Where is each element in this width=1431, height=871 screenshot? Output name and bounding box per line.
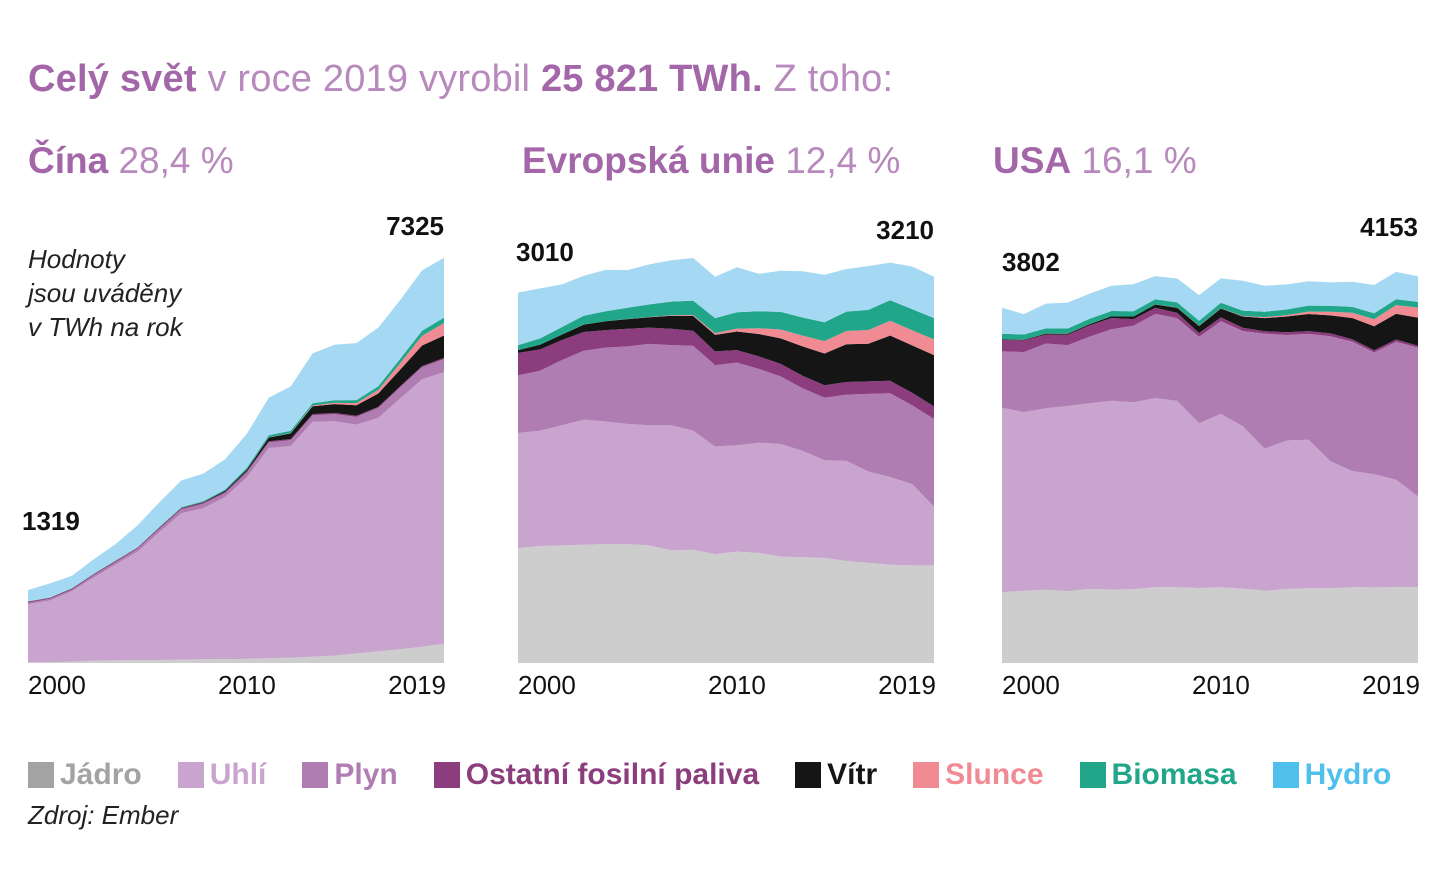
value-label-end-usa: 4153 [1360,212,1418,242]
legend-item-biomass: Biomasa [1079,758,1237,792]
headline-text: v roce 2019 vyrobil [196,58,541,100]
area-usa-uhli [1002,398,1418,593]
source-note: Zdroj: Ember [28,800,179,830]
panel-title-usa: USA 16,1 % [993,140,1197,182]
area-usa-jadro [1002,587,1418,663]
chart-china: 2000 2010 2019 1319 7325 [22,211,446,700]
x-tick-usa-2000: 2000 [1002,670,1060,700]
panel-title-usa-name: USA [993,140,1072,181]
legend-item-other-fossil: Ostatní fosilní paliva [433,758,760,792]
legend-label-biomass: Biomasa [1111,758,1237,791]
panel-title-china-share: 28,4 % [118,140,234,181]
units-note-line-2: jsou uváděny [28,278,182,308]
value-label-end-china: 7325 [386,211,444,241]
value-label-start-usa: 3802 [1002,247,1060,277]
area-eu-vitr [518,315,934,407]
area-usa-plyn [1002,313,1418,497]
x-tick-china-2019: 2019 [388,670,446,700]
value-label-start-china: 1319 [22,506,80,536]
legend-label-nuclear: Jádro [60,758,142,791]
x-tick-eu-2010: 2010 [708,670,766,700]
legend-item-wind: Vítr [795,758,877,792]
units-note-line-3: v TWh na rok [28,312,183,342]
x-tick-eu-2000: 2000 [518,670,576,700]
legend-item-hydro: Hydro [1272,758,1392,792]
area-china-uhli [28,372,444,663]
legend-swatch-other-fossil [433,762,460,788]
legend: Jádro Uhlí Plyn Ostatní fosilní paliva V… [28,756,1391,794]
area-usa-biomasa [1002,299,1418,340]
panel-title-china-name: Čína [28,140,109,181]
units-note: Hodnoty jsou uváděny v TWh na rok [28,242,248,344]
area-china-plyn [28,359,444,605]
area-usa-hydro [1002,271,1418,335]
area-china-jadro [28,643,444,663]
panel-title-eu: Evropská unie 12,4 % [522,140,900,182]
area-eu-hydro [518,258,934,346]
legend-label-wind: Vítr [827,758,878,791]
x-tick-china-2010: 2010 [218,670,276,700]
legend-swatch-coal [177,762,204,788]
panel-title-china: Čína 28,4 % [28,140,234,182]
area-usa-slunce [1002,304,1418,340]
area-eu-biomasa [518,300,934,351]
legend-item-coal: Uhlí [177,758,267,792]
legend-label-hydro: Hydro [1304,758,1392,791]
legend-item-nuclear: Jádro [28,758,142,792]
x-tick-usa-2010: 2010 [1192,670,1250,700]
legend-label-other-fossil: Ostatní fosilní paliva [465,758,760,791]
panel-title-eu-name: Evropská unie [522,140,775,181]
legend-swatch-biomass [1079,762,1106,788]
panel-title-eu-share: 12,4 % [785,140,901,181]
area-eu-ostatni-fosilni-paliva [518,327,934,419]
units-note-line-1: Hodnoty [28,244,125,274]
panel-title-usa-share: 16,1 % [1081,140,1197,181]
x-tick-china-2000: 2000 [28,670,86,700]
legend-item-solar: Slunce [913,758,1044,792]
legend-swatch-gas [302,762,329,788]
area-usa-ostatni-fosilni-paliva [1002,307,1418,353]
legend-swatch-hydro [1272,762,1299,788]
headline-bold: Celý svět [28,58,197,100]
chart-eu: 2000 2010 2019 3010 3210 [516,215,936,700]
area-eu-plyn [518,343,934,507]
headline-value: 25 821 TWh. [540,58,763,100]
legend-swatch-nuclear [28,762,54,788]
legend-label-gas: Plyn [334,758,398,791]
area-eu-uhli [518,419,934,566]
legend-swatch-solar [913,762,940,788]
chart-usa: 2000 2010 2019 3802 4153 [1002,212,1420,700]
legend-swatch-wind [795,762,822,788]
legend-label-coal: Uhlí [209,758,267,791]
legend-label-solar: Slunce [945,758,1044,791]
area-usa-vitr [1002,304,1418,351]
legend-item-gas: Plyn [302,758,398,792]
headline: Celý svět v roce 2019 vyrobil 25 821 TWh… [28,58,893,101]
value-label-end-eu: 3210 [876,215,934,245]
area-eu-slunce [518,315,934,356]
area-eu-jadro [518,544,934,663]
value-label-start-eu: 3010 [516,237,574,267]
x-tick-eu-2019: 2019 [878,670,936,700]
headline-end: Z toho: [762,58,894,100]
x-tick-usa-2019: 2019 [1362,670,1420,700]
